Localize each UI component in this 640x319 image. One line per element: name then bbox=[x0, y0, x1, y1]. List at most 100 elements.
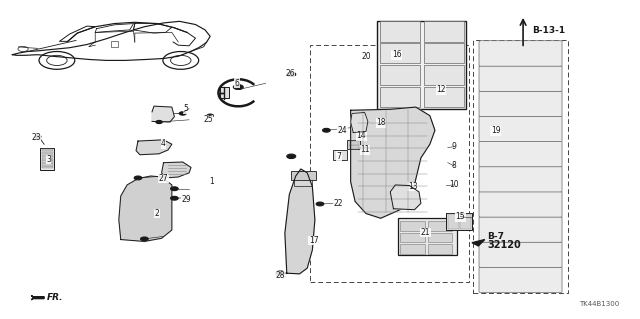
Text: 26: 26 bbox=[285, 69, 295, 78]
Text: 11: 11 bbox=[360, 145, 369, 154]
Text: 3: 3 bbox=[46, 155, 51, 164]
Circle shape bbox=[134, 176, 142, 180]
FancyBboxPatch shape bbox=[479, 267, 562, 293]
Bar bbox=[349, 145, 359, 149]
Circle shape bbox=[171, 187, 178, 191]
FancyBboxPatch shape bbox=[479, 242, 562, 267]
Text: B-13-1: B-13-1 bbox=[532, 26, 565, 35]
Text: 20: 20 bbox=[361, 52, 371, 61]
Text: TK44B1300: TK44B1300 bbox=[579, 301, 619, 307]
Bar bbox=[461, 214, 470, 229]
Text: 25: 25 bbox=[204, 115, 213, 124]
Bar bbox=[380, 87, 420, 107]
Polygon shape bbox=[351, 107, 435, 218]
Text: FR.: FR. bbox=[47, 293, 63, 302]
Polygon shape bbox=[136, 140, 172, 155]
Text: 5: 5 bbox=[184, 104, 188, 113]
Bar bbox=[291, 171, 316, 180]
Bar bbox=[448, 214, 460, 229]
Text: 18: 18 bbox=[376, 118, 385, 128]
Text: 13: 13 bbox=[408, 182, 417, 191]
Text: 4: 4 bbox=[161, 139, 166, 148]
Circle shape bbox=[287, 154, 296, 159]
Bar bbox=[380, 43, 420, 63]
Circle shape bbox=[171, 196, 178, 200]
Polygon shape bbox=[472, 240, 484, 246]
Bar bbox=[380, 21, 420, 41]
Bar bbox=[401, 244, 425, 254]
Text: 22: 22 bbox=[333, 199, 342, 208]
Bar bbox=[424, 43, 465, 63]
FancyBboxPatch shape bbox=[479, 192, 562, 217]
Bar bbox=[333, 150, 347, 160]
FancyBboxPatch shape bbox=[479, 217, 562, 242]
Bar bbox=[424, 87, 465, 107]
Text: 19: 19 bbox=[491, 126, 500, 135]
Text: 28: 28 bbox=[275, 271, 285, 280]
FancyBboxPatch shape bbox=[479, 91, 562, 116]
FancyBboxPatch shape bbox=[479, 66, 562, 91]
Bar bbox=[378, 21, 466, 109]
Text: 32120: 32120 bbox=[487, 240, 521, 250]
Bar bbox=[42, 155, 53, 157]
Polygon shape bbox=[285, 169, 315, 274]
Polygon shape bbox=[162, 162, 191, 178]
Text: 23: 23 bbox=[31, 133, 40, 142]
Circle shape bbox=[287, 72, 296, 77]
FancyBboxPatch shape bbox=[479, 116, 562, 142]
Polygon shape bbox=[351, 113, 368, 132]
Bar bbox=[349, 141, 359, 145]
Text: 14: 14 bbox=[356, 131, 366, 140]
Bar bbox=[424, 21, 465, 41]
Bar bbox=[42, 158, 53, 160]
Text: 12: 12 bbox=[436, 85, 446, 94]
Text: 17: 17 bbox=[309, 236, 319, 245]
Bar bbox=[424, 65, 465, 85]
Bar bbox=[428, 221, 452, 231]
Circle shape bbox=[35, 135, 41, 138]
Circle shape bbox=[207, 114, 213, 117]
Bar bbox=[348, 140, 360, 149]
FancyBboxPatch shape bbox=[479, 141, 562, 167]
Bar bbox=[310, 45, 468, 282]
Text: 6: 6 bbox=[234, 79, 239, 88]
Text: 24: 24 bbox=[337, 126, 347, 135]
Bar bbox=[398, 218, 457, 255]
FancyBboxPatch shape bbox=[479, 167, 562, 192]
Circle shape bbox=[141, 237, 148, 241]
Text: 1: 1 bbox=[209, 177, 214, 186]
Polygon shape bbox=[119, 176, 172, 241]
Bar bbox=[401, 233, 425, 242]
Text: 15: 15 bbox=[456, 212, 465, 221]
Polygon shape bbox=[390, 185, 421, 210]
Bar bbox=[42, 149, 53, 151]
Text: 10: 10 bbox=[449, 181, 459, 189]
FancyBboxPatch shape bbox=[479, 41, 562, 66]
Circle shape bbox=[323, 128, 330, 132]
Bar bbox=[111, 41, 118, 47]
Text: 27: 27 bbox=[159, 174, 168, 183]
Circle shape bbox=[316, 202, 324, 206]
Bar bbox=[380, 65, 420, 85]
Polygon shape bbox=[31, 295, 44, 300]
Polygon shape bbox=[152, 106, 174, 122]
Bar bbox=[447, 213, 472, 230]
Bar bbox=[401, 221, 425, 231]
Circle shape bbox=[233, 85, 243, 90]
Text: 8: 8 bbox=[452, 161, 456, 170]
Text: 16: 16 bbox=[392, 50, 401, 59]
Bar bbox=[294, 180, 312, 187]
Text: 2: 2 bbox=[155, 209, 159, 218]
Bar bbox=[40, 148, 54, 170]
Bar bbox=[428, 244, 452, 254]
Bar bbox=[42, 163, 53, 166]
Circle shape bbox=[392, 195, 399, 199]
Text: 7: 7 bbox=[337, 152, 342, 161]
Bar bbox=[42, 166, 53, 168]
Circle shape bbox=[156, 121, 163, 123]
Circle shape bbox=[179, 112, 186, 115]
Bar bbox=[42, 160, 53, 163]
Bar bbox=[220, 87, 229, 98]
Text: B-7: B-7 bbox=[487, 232, 504, 241]
Bar bbox=[473, 41, 568, 293]
